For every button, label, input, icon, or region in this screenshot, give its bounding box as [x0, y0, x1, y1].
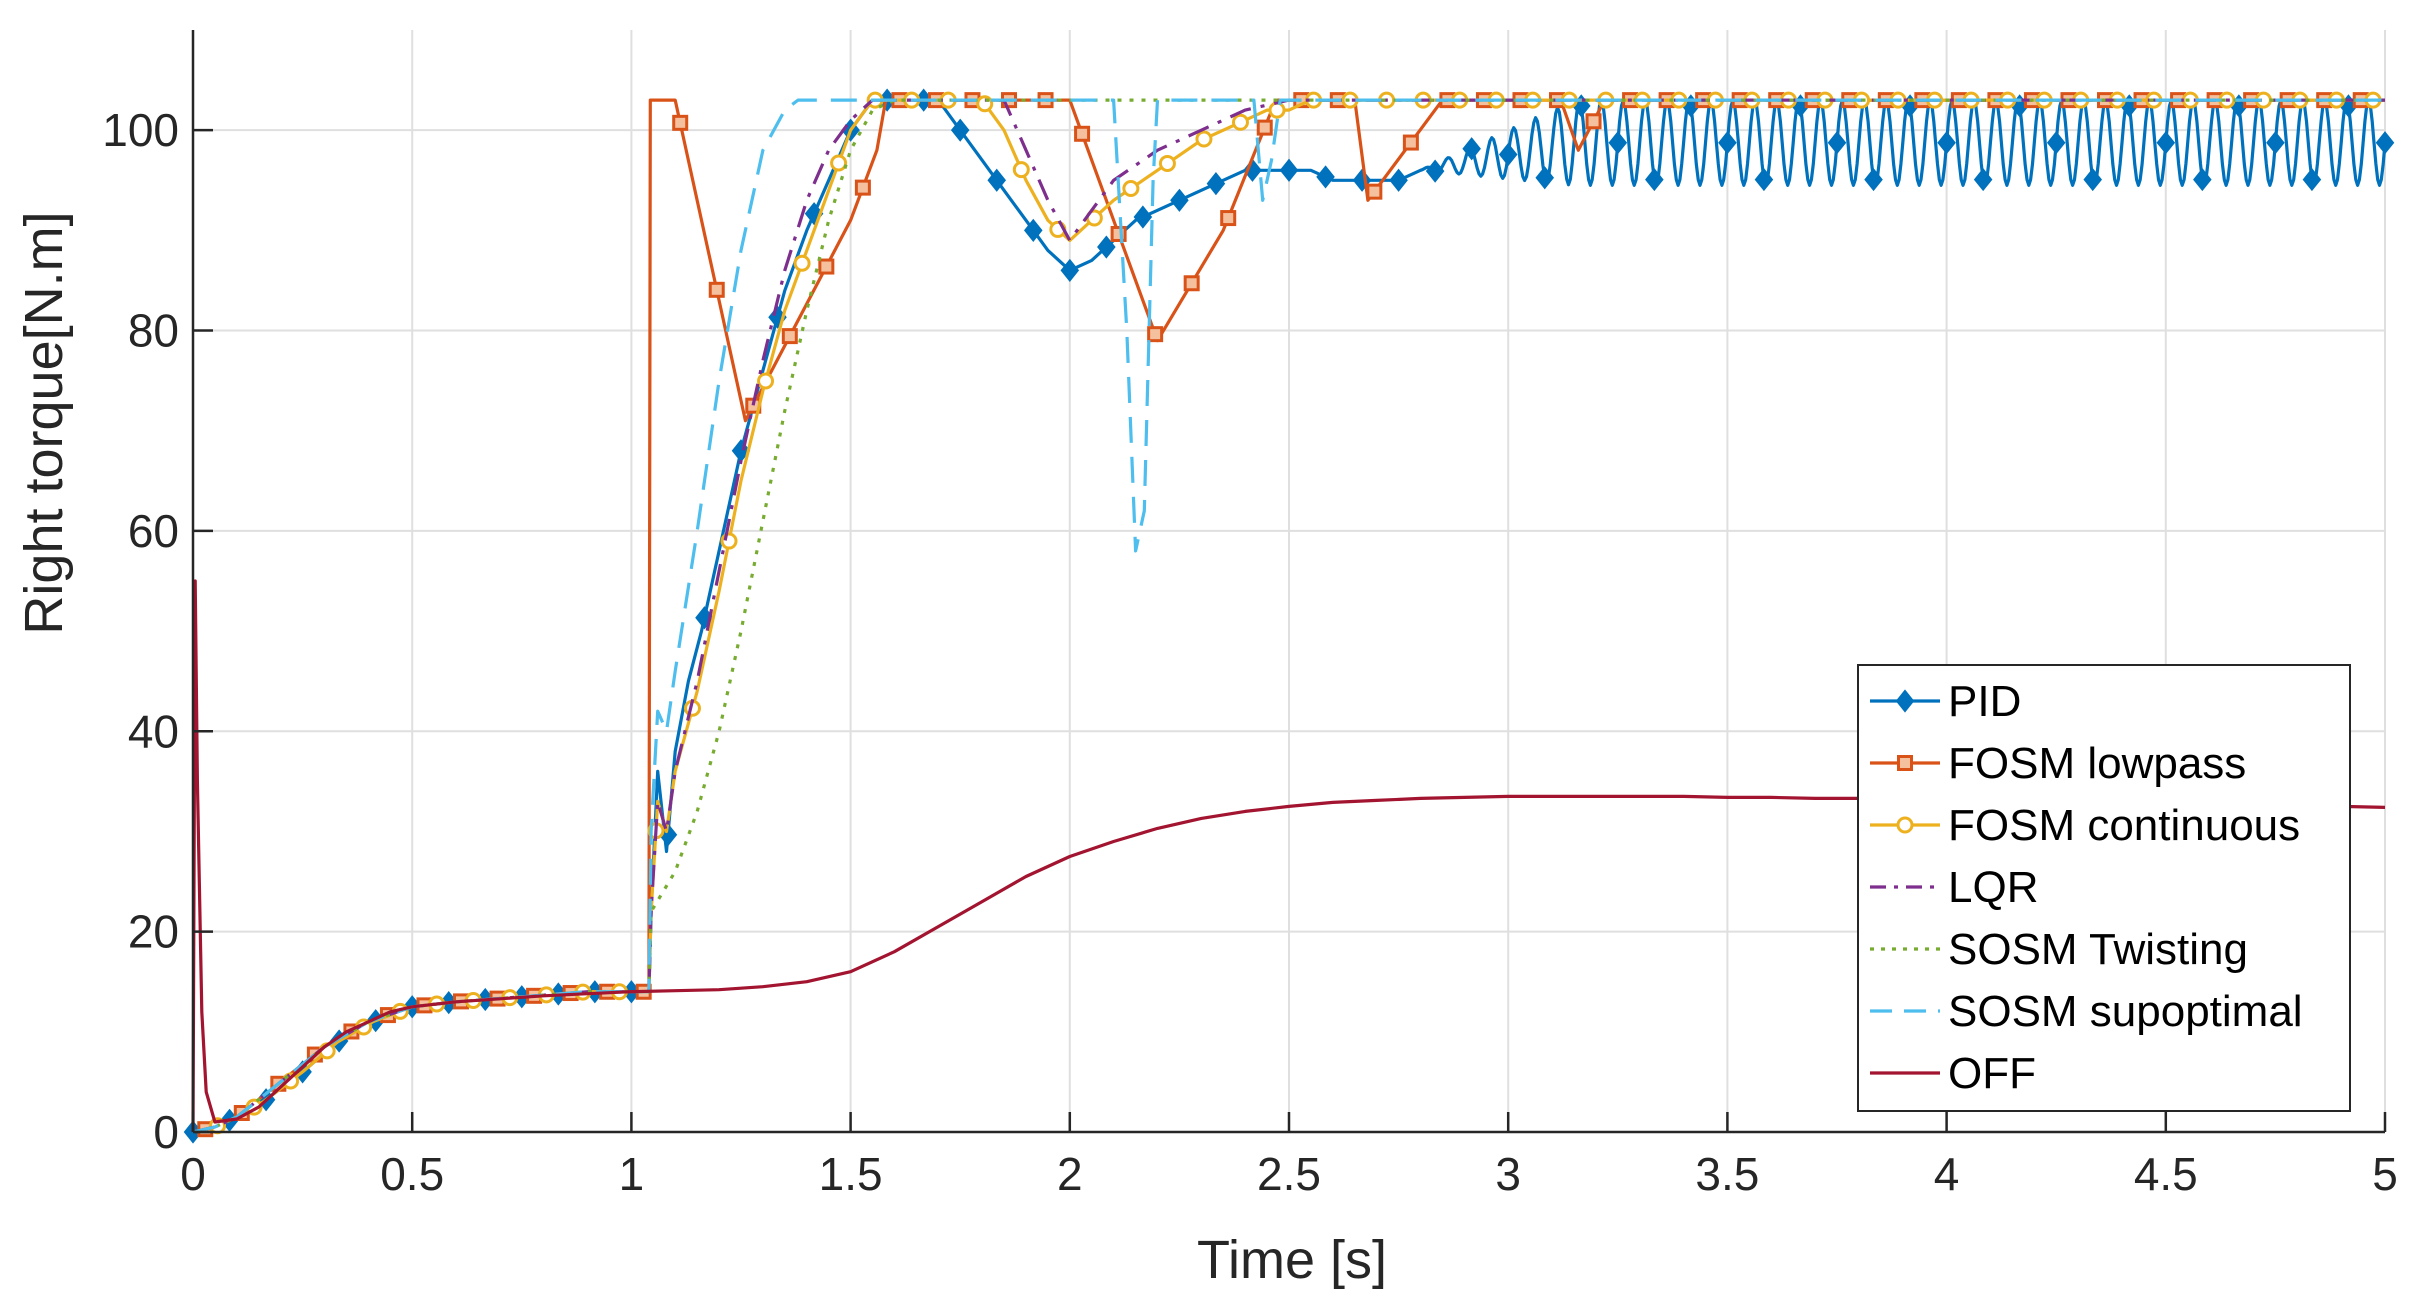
legend-label: SOSM supoptimal [1948, 987, 2303, 1036]
marker-pid [804, 202, 824, 226]
marker-fosm-lowpass [1220, 210, 1237, 227]
marker-fosm-continuous [830, 154, 848, 172]
legend-label: FOSM lowpass [1948, 739, 2246, 788]
legend-label: SOSM Twisting [1948, 925, 2248, 974]
legend-entry-off: OFF [1870, 1049, 2036, 1098]
x-tick-label: 0 [180, 1148, 206, 1200]
legend-marker [1895, 689, 1915, 713]
marker-pid [2156, 131, 2176, 155]
y-tick-label: 0 [153, 1106, 179, 1158]
marker-pid [2302, 167, 2322, 192]
marker-pid [1864, 167, 1883, 192]
x-tick-label: 3 [1495, 1148, 1521, 1200]
marker-pid [1973, 167, 1993, 192]
marker-fosm-lowpass [1256, 119, 1273, 136]
marker-fosm-lowpass [854, 179, 871, 196]
marker-fosm-lowpass [1074, 125, 1091, 142]
marker-pid [1425, 159, 1445, 183]
x-axis-label: Time [s] [1197, 1230, 1387, 1290]
x-tick-label: 4.5 [2134, 1148, 2198, 1200]
marker-pid [1754, 167, 1774, 192]
marker-pid [1718, 131, 1737, 155]
marker-fosm-continuous [1122, 179, 1140, 197]
axes: 0 0.5 1 1.5 2 2.5 3 3.5 4 4.5 5 0 20 40 60 80 100 [102, 30, 2398, 1200]
marker-fosm-lowpass [1402, 134, 1419, 151]
marker-pid [1608, 131, 1628, 155]
marker-pid [1279, 158, 1299, 182]
marker-pid [1316, 165, 1335, 189]
marker-pid [2375, 131, 2395, 155]
marker-pid [1535, 166, 1555, 190]
x-tick-label: 2.5 [1257, 1148, 1321, 1200]
y-tick-label: 80 [128, 305, 179, 357]
marker-fosm-continuous [1231, 113, 1249, 131]
marker-pid [1352, 168, 1372, 192]
marker-fosm-continuous [1195, 130, 1213, 148]
marker-fosm-continuous [757, 372, 775, 390]
marker-pid [1498, 142, 1518, 167]
marker-pid [1206, 172, 1226, 196]
y-tick-label: 40 [128, 705, 179, 757]
marker-fosm-lowpass [1183, 275, 1200, 292]
marker-pid [2193, 167, 2212, 192]
x-tick-label: 0.5 [380, 1148, 444, 1200]
marker-pid [1389, 168, 1408, 192]
marker-pid [1023, 218, 1043, 242]
y-axis-label: Right torque[N.m] [14, 211, 74, 634]
marker-fosm-lowpass [1585, 113, 1602, 130]
marker-fosm-lowpass [1366, 183, 1383, 200]
legend-label: OFF [1948, 1049, 2036, 1098]
x-tick-label: 4 [1934, 1148, 1960, 1200]
marker-fosm-lowpass [781, 328, 798, 345]
series-line-pid [192, 98, 2387, 1134]
legend-label: FOSM continuous [1948, 801, 2300, 850]
marker-pid [2083, 167, 2103, 192]
legend-entry-lqr: LQR [1870, 863, 2038, 912]
legend-label: PID [1948, 677, 2021, 726]
marker-fosm-continuous [793, 254, 811, 272]
y-tick-label: 60 [128, 505, 179, 557]
marker-fosm-lowpass [818, 258, 835, 275]
marker-pid [1133, 205, 1153, 229]
legend-entry-sosm-supoptimal: SOSM supoptimal [1870, 987, 2303, 1036]
marker-pid [2046, 131, 2066, 155]
marker-fosm-continuous [1012, 161, 1030, 179]
x-tick-label: 5 [2372, 1148, 2398, 1200]
legend-marker [1896, 816, 1914, 834]
legend-entry-sosm-twisting: SOSM Twisting [1870, 925, 2248, 974]
marker-fosm-lowpass [1110, 225, 1127, 242]
x-tick-label: 1.5 [819, 1148, 883, 1200]
marker-pid [1937, 131, 1956, 155]
marker-pid [1827, 131, 1847, 155]
marker-pid [1060, 258, 1080, 283]
legend-entry-fosm-lowpass: FOSM lowpass [1870, 739, 2246, 788]
y-tick-label: 20 [128, 906, 179, 958]
legend-entry-pid: PID [1870, 677, 2021, 726]
legend-label: LQR [1948, 863, 2038, 912]
y-tick-label: 100 [102, 104, 179, 156]
x-tick-label: 3.5 [1695, 1148, 1759, 1200]
marker-pid [987, 168, 1007, 192]
marker-pid [1097, 235, 1116, 259]
marker-pid [1462, 137, 1481, 161]
marker-fosm-lowpass [672, 114, 689, 131]
marker-pid [2266, 131, 2285, 155]
marker-pid [1645, 167, 1664, 192]
x-tick-label: 1 [619, 1148, 645, 1200]
legend-box [1857, 664, 2351, 1112]
legend-marker [1897, 755, 1913, 771]
marker-fosm-continuous [720, 532, 738, 550]
marker-fosm-lowpass [1147, 326, 1164, 343]
marker-pid [950, 118, 970, 142]
marker-fosm-continuous [1268, 101, 1286, 119]
series-lines [183, 88, 2395, 1144]
legend-entry-fosm-continuous: FOSM continuous [1870, 801, 2300, 850]
marker-fosm-lowpass [708, 281, 725, 298]
marker-fosm-continuous [1158, 154, 1176, 172]
marker-pid [1170, 188, 1189, 212]
x-tick-label: 2 [1057, 1148, 1083, 1200]
marker-fosm-continuous [976, 95, 994, 113]
legend: PID FOSM lowpass FOSM continuous LQR SOSM Tw… [1857, 664, 2351, 1112]
